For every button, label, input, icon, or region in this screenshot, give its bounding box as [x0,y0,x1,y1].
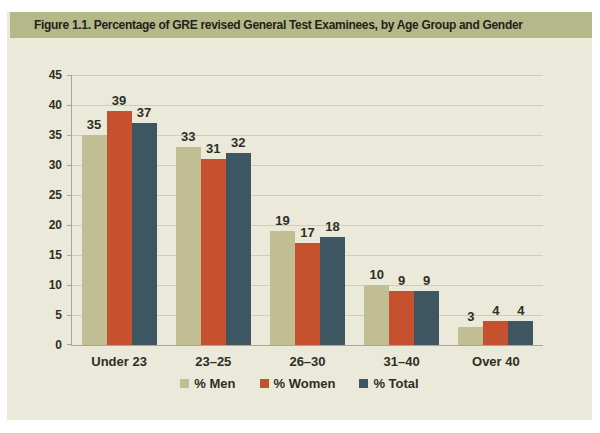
bar-group: 353937Under 23 [72,75,166,345]
bar-group: 19171826–30 [260,75,354,345]
legend-item: % Total [359,376,418,391]
bar [414,291,439,345]
bar [364,285,389,345]
bar [226,153,251,345]
y-tick-label: 25 [18,189,62,201]
y-tick-label: 15 [18,249,62,261]
legend-swatch [180,379,189,388]
bar [389,291,414,345]
x-axis-label: Under 23 [72,354,166,369]
legend-label: % Men [194,376,235,391]
bar [483,321,508,345]
bar-group: 33313223–25 [166,75,260,345]
legend-swatch [260,379,269,388]
y-tick-label: 0 [18,339,62,351]
y-tick-label: 10 [18,279,62,291]
bar-value-label: 37 [124,106,164,119]
bar [320,237,345,345]
y-tick-mark [67,75,71,76]
y-tick-mark [67,195,71,196]
bar [132,123,157,345]
chart-legend: % Men % Women % Total [7,376,592,391]
x-axis-label: Over 40 [449,354,543,369]
y-tick-mark [67,255,71,256]
y-tick-label: 40 [18,99,62,111]
bar [176,147,201,345]
legend-swatch [359,379,368,388]
bar-value-label: 9 [407,274,447,287]
figure-panel: Figure 1.1. Percentage of GRE revised Ge… [7,12,592,420]
y-tick-mark [67,105,71,106]
bar-value-label: 32 [218,136,258,149]
bar-chart-plot-area: 051015202530354045353937Under 2333313223… [71,75,543,346]
bar [270,231,295,345]
y-tick-mark [67,344,71,345]
y-tick-mark [67,315,71,316]
y-tick-label: 30 [18,159,62,171]
y-tick-mark [67,285,71,286]
legend-label: % Women [274,376,336,391]
bar [295,243,320,345]
figure-title-bar: Figure 1.1. Percentage of GRE revised Ge… [10,12,592,38]
legend-label: % Total [373,376,418,391]
x-axis-label: 31–40 [355,354,449,369]
y-tick-label: 45 [18,69,62,81]
bar-group: 109931–40 [355,75,449,345]
y-tick-label: 5 [18,309,62,321]
bar-value-label: 18 [312,220,352,233]
bar [107,111,132,345]
bar [201,159,226,345]
x-axis-label: 26–30 [260,354,354,369]
bar [458,327,483,345]
y-tick-mark [67,165,71,166]
y-tick-label: 35 [18,129,62,141]
legend-item: % Women [260,376,336,391]
bar [82,135,107,345]
x-axis-label: 23–25 [166,354,260,369]
legend-item: % Men [180,376,235,391]
bar-group: 344Over 40 [449,75,543,345]
y-tick-mark [67,225,71,226]
bar-value-label: 4 [501,304,541,317]
y-tick-label: 20 [18,219,62,231]
figure-title: Figure 1.1. Percentage of GRE revised Ge… [34,18,523,32]
bar [508,321,533,345]
y-tick-mark [67,135,71,136]
